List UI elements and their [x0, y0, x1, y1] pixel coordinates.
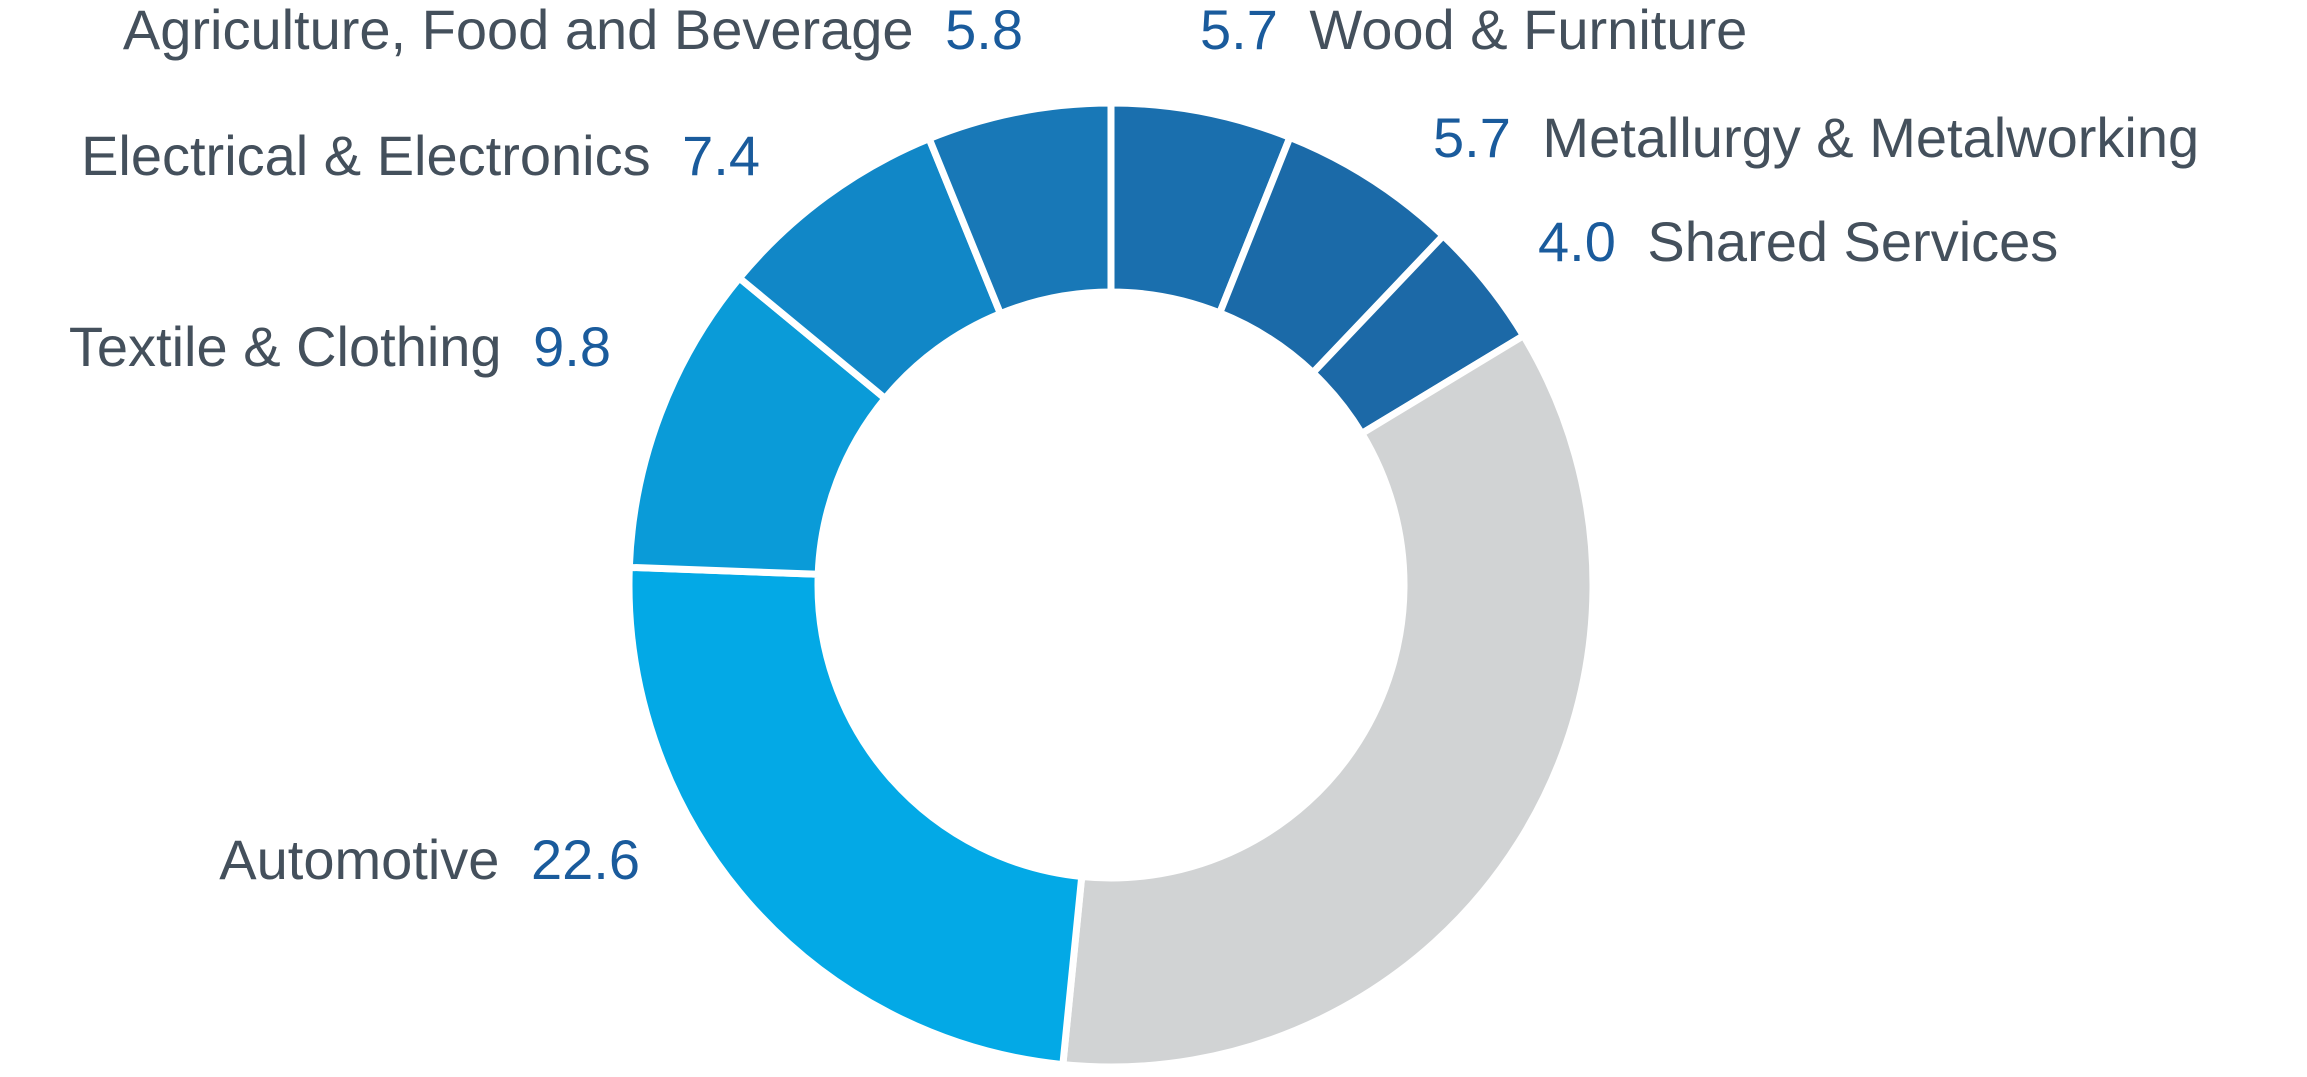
- label-shared-services: 4.0 Shared Services: [1538, 210, 2058, 273]
- label-metallurgy-metalworking: 5.7 Metallurgy & Metalworking: [1433, 106, 2199, 169]
- value-metallurgy-metalworking: 5.7: [1433, 106, 1511, 169]
- label-textile-clothing: Textile & Clothing 9.8: [69, 315, 611, 378]
- category-electrical-electronics: Electrical & Electronics: [81, 124, 651, 187]
- value-shared-services: 4.0: [1538, 210, 1616, 273]
- category-shared-services: Shared Services: [1647, 210, 2058, 273]
- category-automotive: Automotive: [219, 828, 499, 891]
- value-textile-clothing: 9.8: [533, 315, 611, 378]
- value-agriculture-food-beverage: 5.8: [945, 0, 1023, 61]
- label-agriculture-food-beverage: Agriculture, Food and Beverage 5.8: [123, 0, 1023, 61]
- category-agriculture-food-beverage: Agriculture, Food and Beverage: [123, 0, 914, 61]
- slice-agriculture-food-and-beverage: [924, 99, 1115, 319]
- donut-slices: [625, 99, 1597, 1071]
- label-wood-furniture: 5.7 Wood & Furniture: [1200, 0, 1747, 61]
- value-electrical-electronics: 7.4: [682, 124, 760, 187]
- value-wood-furniture: 5.7: [1200, 0, 1278, 61]
- value-automotive: 22.6: [531, 828, 640, 891]
- slice-other: [1059, 330, 1597, 1071]
- category-wood-furniture: Wood & Furniture: [1309, 0, 1747, 61]
- category-textile-clothing: Textile & Clothing: [69, 315, 502, 378]
- category-metallurgy-metalworking: Metallurgy & Metalworking: [1542, 106, 2199, 169]
- label-automotive: Automotive 22.6: [219, 828, 640, 891]
- label-electrical-electronics: Electrical & Electronics 7.4: [81, 124, 760, 187]
- slice-automotive: [625, 563, 1086, 1069]
